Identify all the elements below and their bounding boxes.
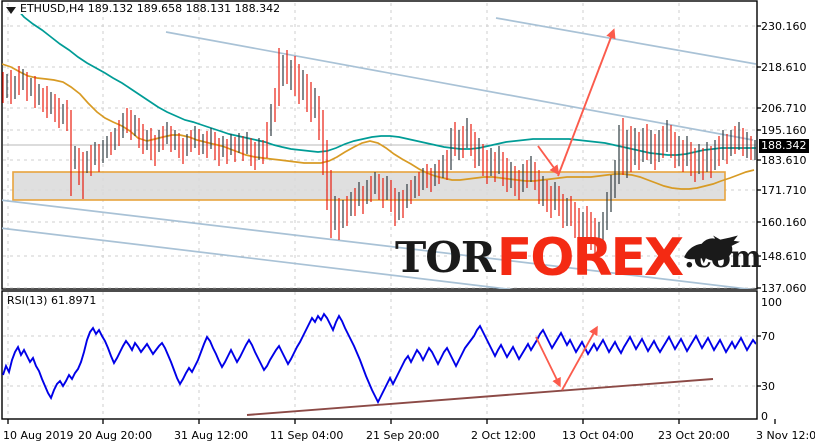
- rsi-line: [2, 312, 756, 405]
- symbol-header: ETHUSD,H4 189.132 189.658 188.131 188.34…: [20, 2, 281, 15]
- price-axis-ticks: [757, 25, 761, 289]
- price-tick-148: 148.610: [761, 250, 807, 263]
- date-tick-5: 2 Oct 12:00: [471, 429, 536, 442]
- forecast-up-arrow: [557, 28, 616, 177]
- current-price-badge: 188.342: [759, 139, 809, 153]
- ma-slow-line: [20, 14, 756, 156]
- price-tick-195: 195.160: [761, 124, 807, 137]
- rsi-forecast-arrows[interactable]: [535, 325, 598, 391]
- date-tick-7: 23 Oct 20:00: [658, 429, 730, 442]
- lower-descending-trendline: [2, 199, 755, 289]
- rsi-tick-100: 100: [761, 296, 782, 309]
- rsi-indicator-label: RSI(13) 61.8971: [7, 294, 97, 307]
- date-tick-3: 11 Sep 04:00: [270, 429, 344, 442]
- forecast-down-arrow: [537, 145, 560, 176]
- candlestick-series[interactable]: [2, 48, 756, 260]
- date-tick-4: 21 Sep 20:00: [366, 429, 440, 442]
- price-tick-137: 137.060: [761, 282, 807, 295]
- price-tick-160: 160.160: [761, 216, 807, 229]
- support-zone-rect[interactable]: [12, 171, 726, 201]
- rsi-forecast-down-arrow: [535, 336, 561, 388]
- rsi-tick-70: 70: [761, 330, 775, 343]
- rsi-ascending-trendline[interactable]: [246, 378, 714, 416]
- price-forecast-arrows[interactable]: [537, 28, 616, 177]
- date-tick-1: 20 Aug 20:00: [78, 429, 153, 442]
- x-axis-ticks: [7, 419, 776, 424]
- date-tick-0: 10 Aug 2019: [3, 429, 74, 442]
- price-tick-230: 230.160: [761, 20, 807, 33]
- price-tick-218: 218.610: [761, 61, 807, 74]
- upper-channel-trendline: [495, 17, 756, 65]
- date-tick-6: 13 Oct 04:00: [562, 429, 634, 442]
- rsi-axis-ticks: [757, 335, 761, 387]
- rsi-tick-30: 30: [761, 380, 775, 393]
- date-tick-8: 3 Nov 12:00: [756, 429, 815, 442]
- rsi-tick-0: 0: [761, 410, 768, 423]
- rsi-forecast-up-arrow: [561, 325, 598, 391]
- price-tick-206: 206.710: [761, 102, 807, 115]
- date-tick-2: 31 Aug 12:00: [174, 429, 249, 442]
- price-tick-183: 183.610: [761, 154, 807, 167]
- lower-channel-trendline: [2, 227, 514, 289]
- price-trendlines[interactable]: [0, 17, 756, 319]
- price-tick-171: 171.710: [761, 184, 807, 197]
- chevron-down-icon[interactable]: [6, 7, 16, 14]
- upper-descending-trendline: [165, 31, 754, 141]
